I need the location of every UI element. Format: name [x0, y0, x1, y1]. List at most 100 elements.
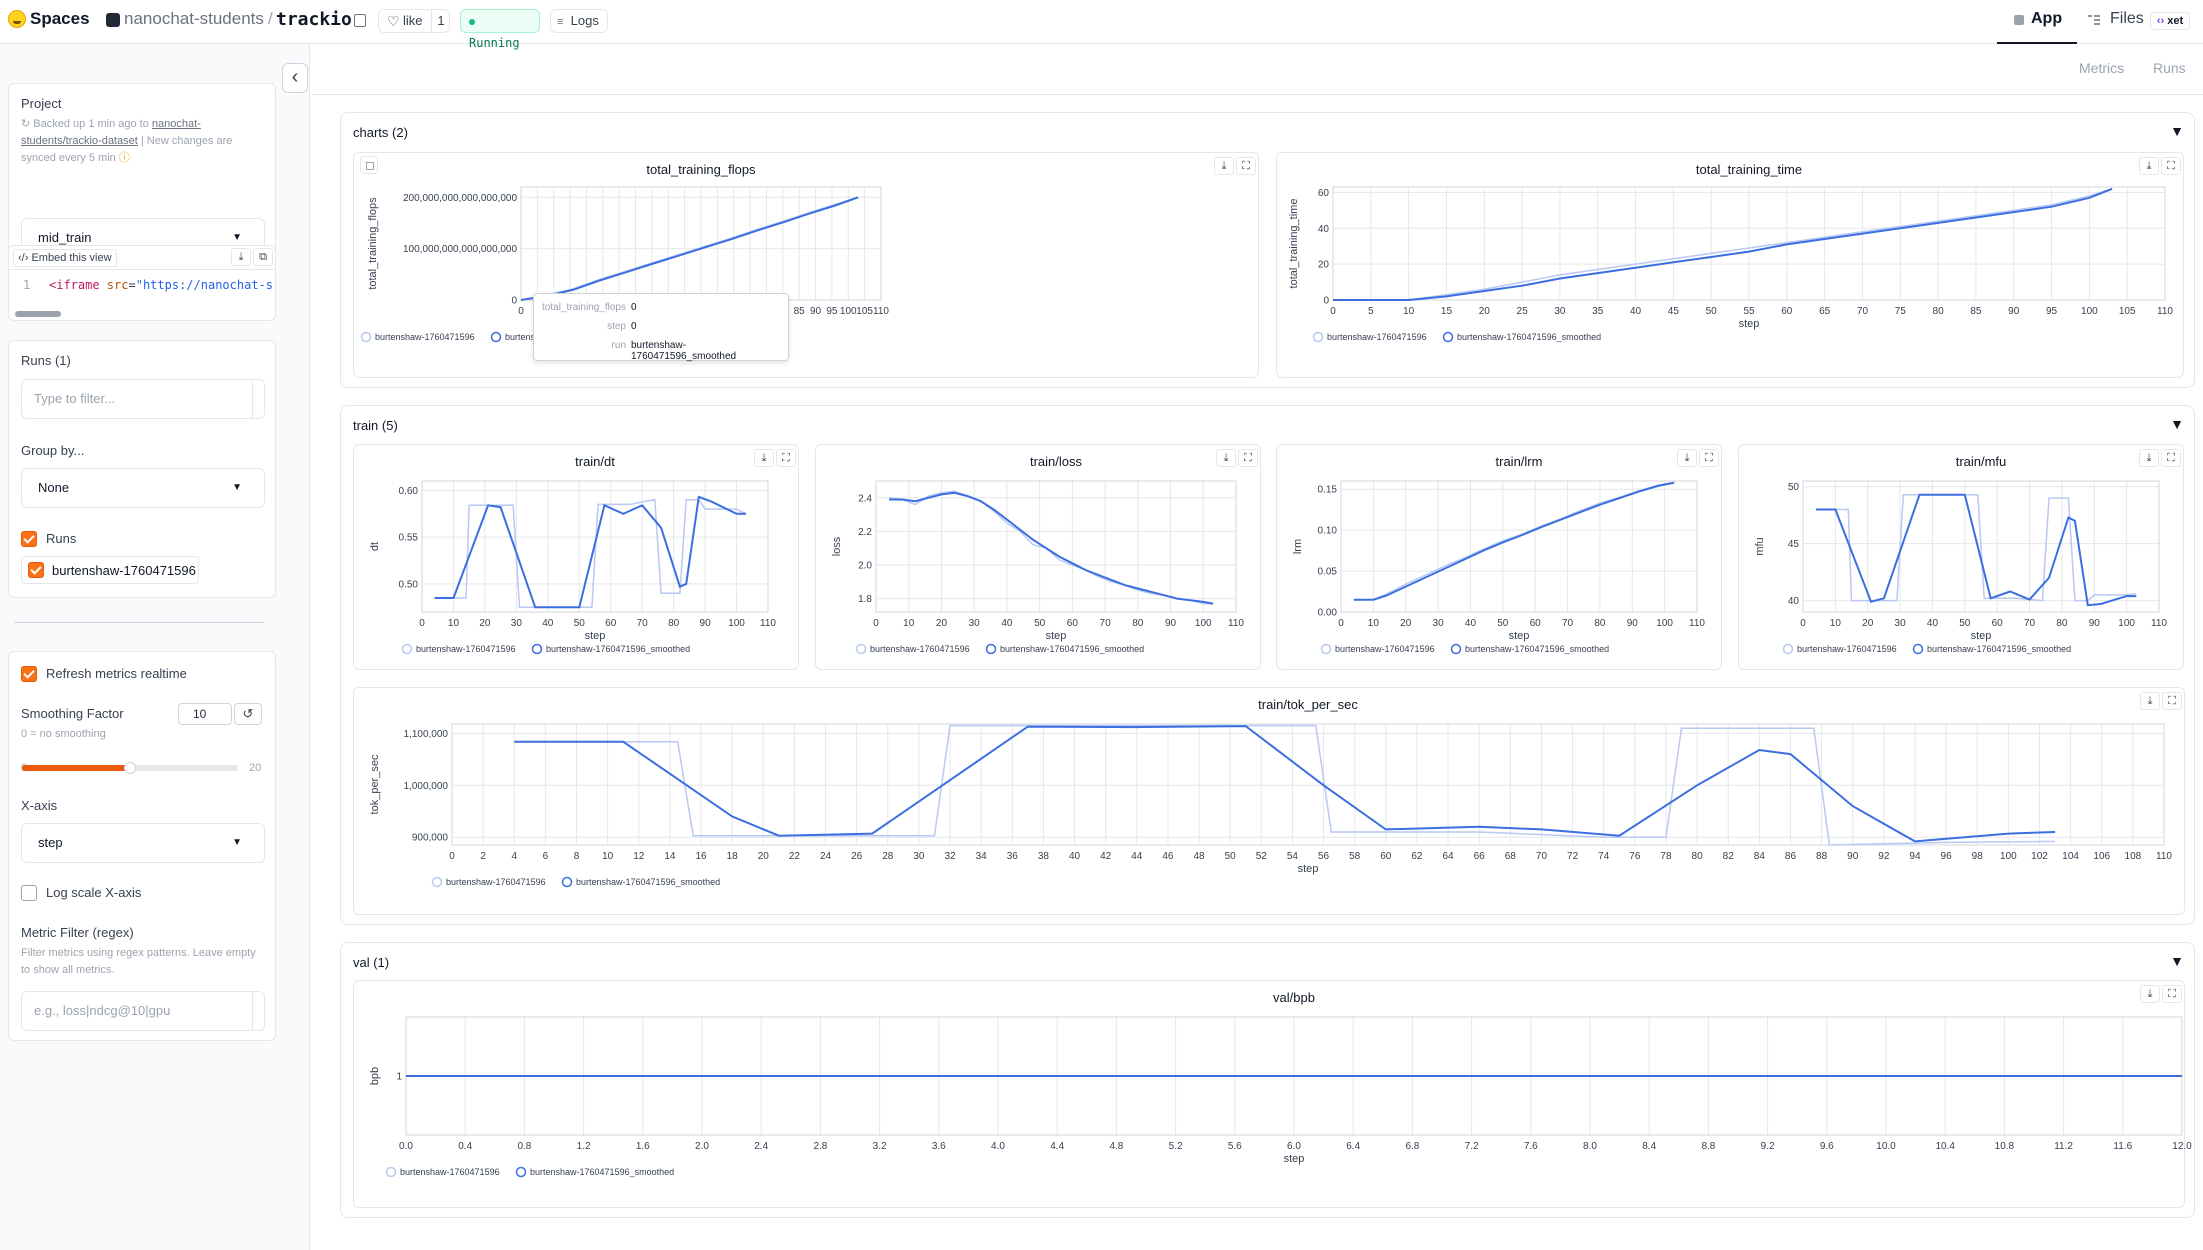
breadcrumb-separator: /: [268, 9, 273, 28]
like-button[interactable]: ♡ like 1: [378, 9, 450, 33]
x-tick-label: 98: [1972, 851, 1984, 862]
xet-badge: ‹› xet: [2150, 12, 2190, 30]
select-plot-checkbox[interactable]: [360, 156, 378, 174]
fullscreen-icon[interactable]: ⛶: [1236, 157, 1256, 175]
legend-marker: [855, 643, 867, 655]
download-icon[interactable]: ⤓: [2139, 157, 2159, 175]
info-icon[interactable]: ⓘ: [118, 152, 130, 164]
fullscreen-icon[interactable]: ⛶: [1699, 449, 1719, 467]
x-tick-label: 10: [1403, 306, 1415, 317]
section-title[interactable]: charts (2): [353, 125, 408, 140]
smoothing-slider-thumb[interactable]: [124, 762, 136, 774]
tab-files[interactable]: Files: [2110, 10, 2144, 27]
fullscreen-icon[interactable]: ⛶: [1238, 449, 1258, 467]
x-tick-label: 50: [1706, 306, 1718, 317]
x-tick-label: 90: [2089, 618, 2101, 629]
run-item-checkbox[interactable]: [28, 562, 44, 578]
chart-title: train/tok_per_sec: [1258, 697, 1358, 712]
runs-filter-input[interactable]: Type to filter...: [21, 379, 265, 419]
runs-filter-placeholder: Type to filter...: [34, 391, 115, 406]
runs-checkbox[interactable]: [21, 531, 37, 547]
tab-app-underline: [1997, 42, 2077, 44]
download-icon[interactable]: ⤓: [1677, 449, 1697, 467]
tab-runs[interactable]: Runs: [2153, 60, 2186, 76]
x-tick-label: 95: [2046, 306, 2058, 317]
dataset-link[interactable]: nanochat-students/trackio-dataset: [21, 118, 201, 147]
x-tick-label: 56: [1318, 851, 1330, 862]
fullscreen-icon[interactable]: ⛶: [2162, 692, 2182, 710]
collapse-sidebar-button[interactable]: ‹: [282, 63, 308, 93]
y-tick-label: 0.05: [1318, 567, 1338, 578]
repo-link[interactable]: trackio: [276, 9, 352, 30]
xaxis-value: step: [38, 835, 63, 850]
org-link[interactable]: nanochat-students: [124, 9, 264, 28]
project-select-value: mid_train: [38, 230, 92, 245]
x-tick-label: 110: [2151, 618, 2167, 629]
collapse-triangle-icon[interactable]: ▼: [2170, 123, 2184, 139]
huggingface-logo-icon[interactable]: [8, 10, 26, 28]
tab-app[interactable]: App: [2031, 10, 2063, 27]
horizontal-scrollbar[interactable]: [15, 311, 61, 317]
group-by-select[interactable]: None ▼: [21, 468, 265, 508]
tab-metrics[interactable]: Metrics: [2079, 60, 2125, 76]
collapse-triangle-icon[interactable]: ▼: [2170, 953, 2184, 969]
series-line: [520, 196, 859, 301]
reset-smoothing-button[interactable]: ↺: [234, 703, 262, 725]
section-title[interactable]: train (5): [353, 418, 398, 433]
xaxis-select[interactable]: step ▼: [21, 823, 265, 863]
x-tick-label: 16: [695, 851, 707, 862]
spaces-link[interactable]: Spaces: [30, 9, 90, 28]
fullscreen-icon[interactable]: ⛶: [2161, 449, 2181, 467]
x-tick-label: 90: [1847, 851, 1859, 862]
x-tick-label: 10: [1368, 618, 1380, 629]
x-tick-label: 82: [1723, 851, 1735, 862]
section-title[interactable]: val (1): [353, 955, 390, 970]
chart-svg: train/loss 0 10 20 30 40 50 60 70 80 90 100 110 1.8 2.…: [831, 454, 1244, 655]
download-icon[interactable]: ⤓: [1214, 157, 1234, 175]
x-tick-label: 44: [1131, 851, 1143, 862]
copy-code-icon[interactable]: ⧉: [253, 248, 273, 266]
metric-filter-placeholder: e.g., loss|ndcg@10|gpu: [34, 1003, 171, 1018]
download-icon[interactable]: ⤓: [2139, 449, 2159, 467]
fullscreen-icon[interactable]: ⛶: [2161, 157, 2181, 175]
x-tick-label: 80: [1594, 618, 1606, 629]
smoothing-number-input[interactable]: 10: [178, 703, 232, 725]
y-axis-label: mfu: [1754, 537, 1766, 555]
series-line: [889, 491, 1214, 605]
log-scale-checkbox[interactable]: [21, 885, 37, 901]
x-tick-label: 20: [936, 618, 948, 629]
smoothing-hint: 0 = no smoothing: [21, 728, 106, 740]
x-tick-label: 6.4: [1346, 1141, 1360, 1152]
download-icon[interactable]: ⤓: [1216, 449, 1236, 467]
x-tick-label: 8.0: [1583, 1141, 1597, 1152]
download-icon[interactable]: ⤓: [2140, 985, 2160, 1003]
x-tick-label: 40: [1465, 618, 1477, 629]
y-axis-label: tok_per_sec: [369, 754, 381, 814]
copy-icon[interactable]: [354, 14, 366, 27]
reset-icon: ↺: [242, 706, 254, 721]
download-icon[interactable]: ⤓: [2140, 692, 2160, 710]
run-item[interactable]: burtenshaw-1760471596: [21, 556, 199, 584]
embed-code[interactable]: 1 <iframe src="https://nanochat-s: [9, 278, 275, 298]
status-badge: Running: [460, 9, 540, 50]
x-tick-label: 90: [1627, 618, 1639, 629]
x-tick-label: 70: [1536, 851, 1548, 862]
refresh-checkbox[interactable]: [21, 666, 37, 682]
fullscreen-icon[interactable]: ⛶: [776, 449, 796, 467]
x-tick-label: 40: [542, 618, 554, 629]
download-icon[interactable]: ⤓: [754, 449, 774, 467]
tooltip-key: step: [607, 321, 626, 332]
x-tick-label: 70: [2024, 618, 2036, 629]
x-tick-label: 85: [794, 306, 806, 317]
fullscreen-icon[interactable]: ⛶: [2162, 985, 2182, 1003]
logs-button[interactable]: ≡ Logs: [550, 9, 608, 33]
metric-filter-input[interactable]: e.g., loss|ndcg@10|gpu: [21, 991, 265, 1031]
x-tick-label: 108: [2125, 851, 2142, 862]
download-icon[interactable]: ⤓: [231, 248, 251, 266]
legend-marker: [1312, 331, 1324, 343]
x-tick-label: 20: [1400, 618, 1412, 629]
heart-icon: ♡: [387, 13, 400, 29]
collapse-triangle-icon[interactable]: ▼: [2170, 416, 2184, 432]
code-tag-text: <iframe: [49, 278, 100, 292]
x-tick-label: 104: [2062, 851, 2079, 862]
